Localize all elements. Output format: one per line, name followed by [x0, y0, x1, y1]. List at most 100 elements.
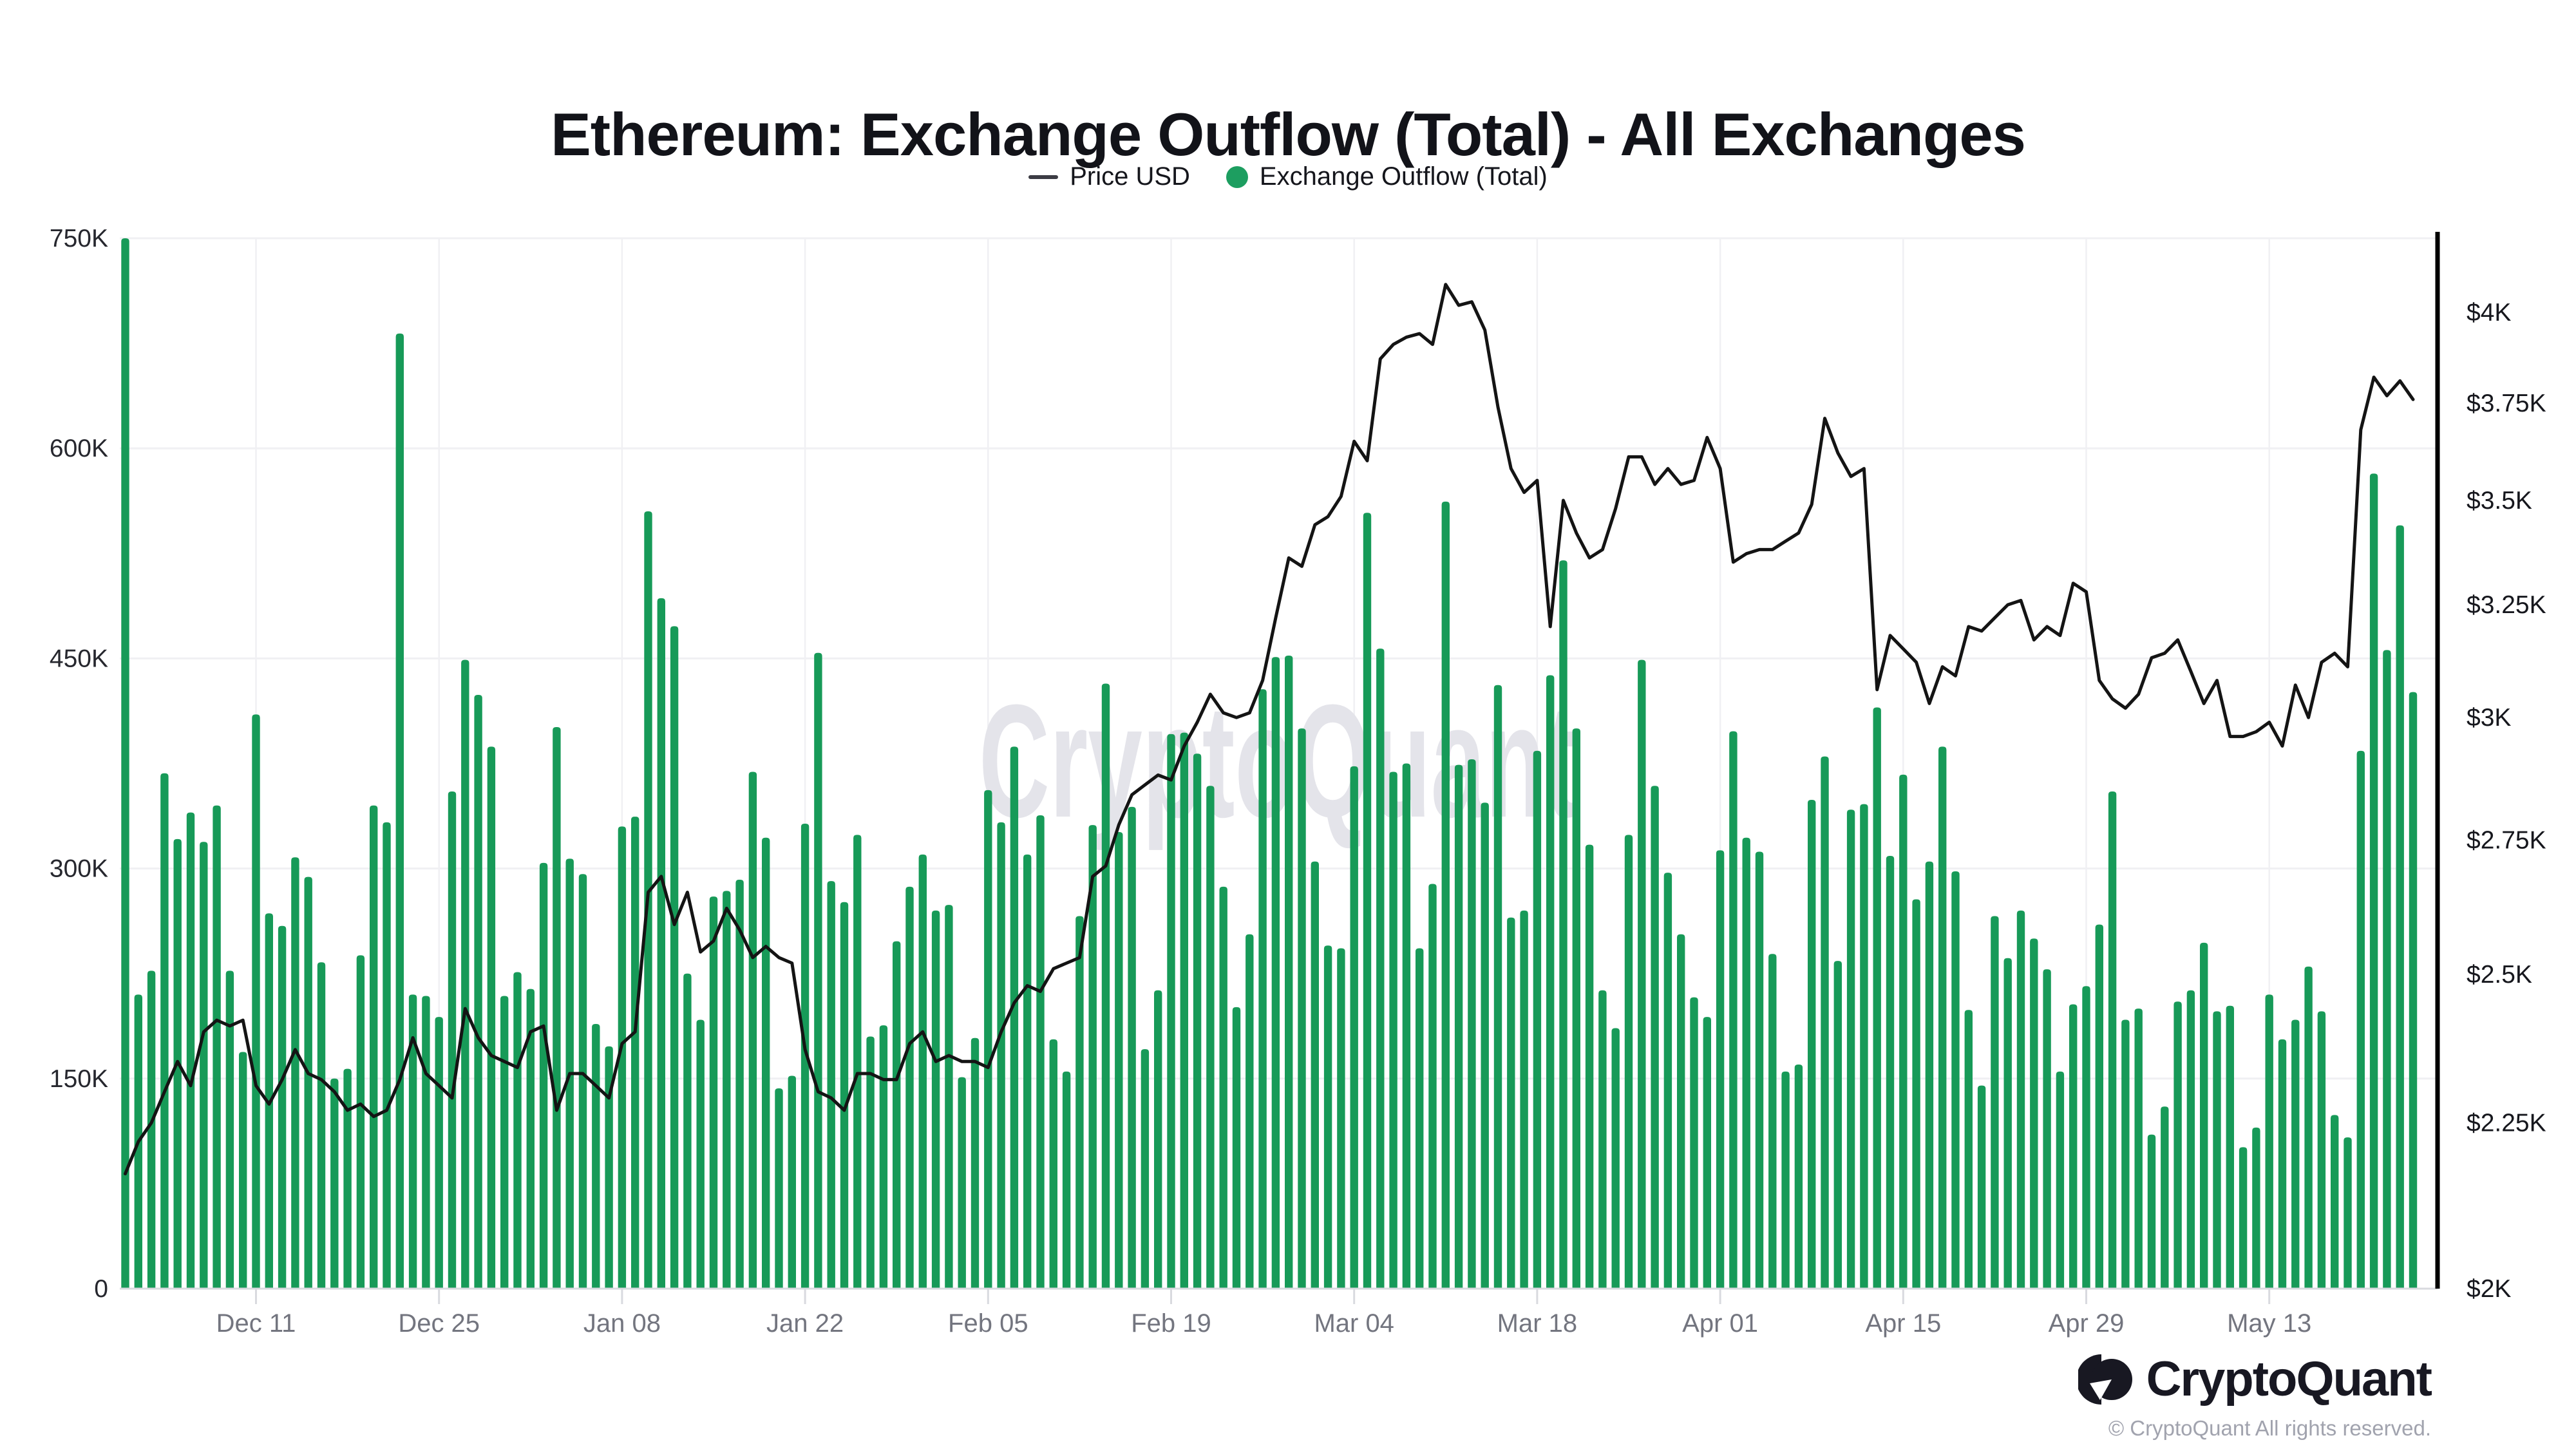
outflow-bar[interactable] — [2174, 1001, 2182, 1289]
outflow-bar[interactable] — [1638, 659, 1646, 1289]
outflow-bar[interactable] — [343, 1068, 352, 1289]
outflow-bar[interactable] — [2331, 1115, 2339, 1289]
outflow-bar[interactable] — [2186, 990, 2195, 1289]
outflow-bar[interactable] — [2369, 473, 2378, 1289]
outflow-bar[interactable] — [2252, 1127, 2260, 1289]
outflow-bar[interactable] — [1232, 1007, 1241, 1289]
outflow-bar[interactable] — [500, 996, 509, 1289]
outflow-bar[interactable] — [958, 1077, 966, 1289]
outflow-bar[interactable] — [1468, 759, 1476, 1289]
outflow-bar[interactable] — [2121, 1019, 2130, 1289]
outflow-bar[interactable] — [631, 817, 639, 1289]
outflow-bar[interactable] — [2003, 958, 2012, 1289]
outflow-bar[interactable] — [2147, 1134, 2156, 1289]
outflow-bar[interactable] — [592, 1023, 600, 1289]
outflow-bar[interactable] — [1337, 948, 1345, 1289]
outflow-bar[interactable] — [1821, 756, 1829, 1289]
outflow-bar[interactable] — [2016, 910, 2025, 1289]
outflow-bar[interactable] — [1193, 753, 1202, 1289]
outflow-bar[interactable] — [1141, 1049, 1150, 1289]
outflow-bar[interactable] — [2356, 750, 2365, 1289]
outflow-bar[interactable] — [2213, 1011, 2221, 1289]
outflow-bar[interactable] — [2134, 1009, 2143, 1289]
outflow-bar[interactable] — [984, 790, 992, 1289]
outflow-bar[interactable] — [1572, 728, 1580, 1289]
outflow-bar[interactable] — [1350, 766, 1358, 1289]
outflow-bar[interactable] — [1677, 934, 1685, 1289]
outflow-bar[interactable] — [1729, 731, 1738, 1289]
outflow-bar[interactable] — [605, 1046, 613, 1289]
outflow-bar[interactable] — [1781, 1071, 1790, 1289]
outflow-bar[interactable] — [2278, 1039, 2287, 1289]
outflow-bar[interactable] — [788, 1075, 796, 1289]
outflow-bar[interactable] — [931, 910, 940, 1289]
outflow-bar[interactable] — [2317, 1011, 2326, 1289]
outflow-bar[interactable] — [709, 896, 718, 1289]
outflow-bar[interactable] — [1167, 734, 1175, 1289]
outflow-bar[interactable] — [723, 891, 731, 1289]
outflow-bar[interactable] — [539, 862, 548, 1289]
outflow-bar[interactable] — [997, 822, 1005, 1289]
outflow-bar[interactable] — [1389, 772, 1397, 1289]
outflow-bar[interactable] — [879, 1025, 888, 1289]
outflow-bar[interactable] — [1611, 1028, 1620, 1289]
outflow-bar[interactable] — [2082, 986, 2090, 1289]
outflow-bar[interactable] — [2383, 650, 2391, 1289]
outflow-bar[interactable] — [1323, 945, 1332, 1289]
outflow-bar[interactable] — [827, 881, 835, 1289]
outflow-bar[interactable] — [918, 854, 927, 1289]
outflow-bar[interactable] — [121, 238, 129, 1289]
outflow-bar[interactable] — [160, 773, 169, 1289]
outflow-bar[interactable] — [1846, 810, 1855, 1289]
outflow-bar[interactable] — [1101, 683, 1110, 1289]
outflow-bar[interactable] — [1402, 763, 1411, 1289]
outflow-bar[interactable] — [448, 791, 457, 1289]
outflow-bar[interactable] — [1285, 656, 1293, 1289]
outflow-bar[interactable] — [1951, 871, 1960, 1289]
outflow-bar[interactable] — [1219, 886, 1227, 1289]
outflow-bar[interactable] — [291, 857, 299, 1289]
outflow-bar[interactable] — [696, 1019, 705, 1289]
outflow-bar[interactable] — [840, 902, 849, 1289]
outflow-bar[interactable] — [370, 805, 378, 1289]
outflow-bar[interactable] — [2291, 1019, 2300, 1289]
outflow-bar[interactable] — [1271, 657, 1280, 1289]
outflow-bar[interactable] — [1533, 750, 1542, 1289]
outflow-bar[interactable] — [1651, 786, 1659, 1289]
legend-item-outflow[interactable]: Exchange Outflow (Total) — [1226, 162, 1548, 191]
outflow-bar[interactable] — [657, 598, 665, 1289]
outflow-bar[interactable] — [461, 659, 469, 1289]
outflow-bar[interactable] — [775, 1088, 783, 1289]
outflow-bar[interactable] — [2030, 938, 2038, 1289]
outflow-bar[interactable] — [422, 996, 430, 1289]
outflow-bar[interactable] — [683, 973, 692, 1289]
outflow-bar[interactable] — [1441, 501, 1450, 1289]
outflow-bar[interactable] — [1742, 837, 1750, 1289]
outflow-bar[interactable] — [200, 842, 208, 1289]
outflow-bar[interactable] — [762, 837, 770, 1289]
outflow-bar[interactable] — [1062, 1071, 1071, 1289]
outflow-bar[interactable] — [1768, 954, 1777, 1289]
outflow-bar[interactable] — [748, 772, 757, 1289]
outflow-bar[interactable] — [317, 962, 326, 1289]
outflow-bar[interactable] — [1245, 934, 1254, 1289]
outflow-bar[interactable] — [1507, 917, 1515, 1289]
outflow-bar[interactable] — [971, 1037, 980, 1289]
outflow-bar[interactable] — [1546, 675, 1555, 1289]
outflow-bar[interactable] — [2161, 1106, 2169, 1289]
outflow-bar[interactable] — [2226, 1005, 2234, 1289]
outflow-bar[interactable] — [474, 694, 482, 1289]
outflow-bar[interactable] — [2344, 1137, 2352, 1289]
outflow-bar[interactable] — [1624, 835, 1633, 1289]
outflow-bar[interactable] — [2108, 791, 2117, 1289]
outflow-bar[interactable] — [2265, 994, 2273, 1289]
outflow-bar[interactable] — [1481, 802, 1489, 1289]
outflow-bar[interactable] — [1833, 961, 1842, 1289]
outflow-bar[interactable] — [526, 989, 535, 1289]
outflow-bar[interactable] — [1899, 774, 1908, 1289]
outflow-bar[interactable] — [1977, 1085, 1986, 1289]
outflow-bar[interactable] — [553, 726, 561, 1289]
outflow-bar[interactable] — [1023, 854, 1032, 1289]
outflow-bar[interactable] — [1585, 844, 1594, 1289]
